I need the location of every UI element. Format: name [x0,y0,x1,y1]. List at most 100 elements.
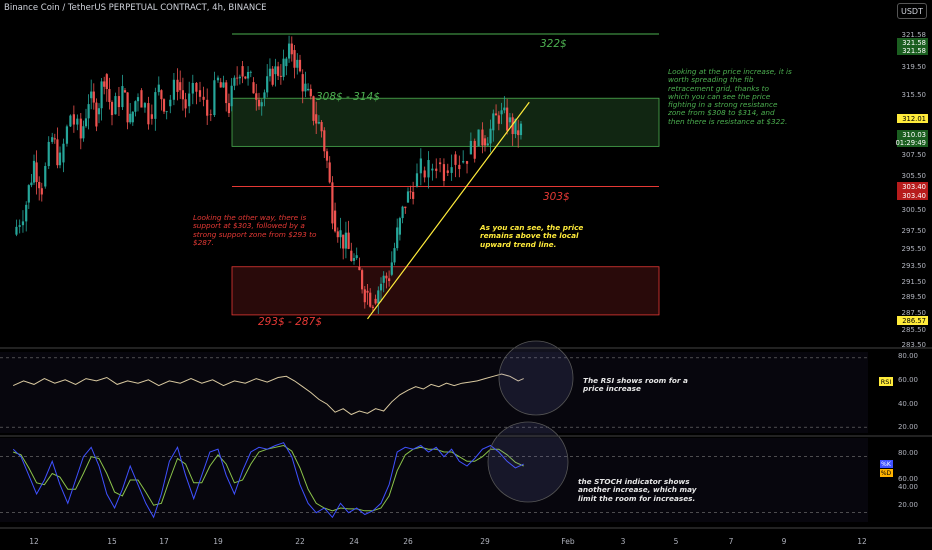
candle-body [263,92,266,99]
candle-body [317,122,320,124]
price-badge-label: 310.03 [902,131,926,139]
candle-body [385,275,388,279]
candle-body [103,81,106,87]
candle-body [18,225,21,227]
candle-body [404,206,407,209]
candle-body [508,117,511,123]
candle-body [244,76,247,79]
stoch-d-label: %D [881,470,892,477]
candle-body [506,107,509,131]
candle-body [56,139,59,166]
candle-body [176,79,179,92]
price-tick: 307.50 [902,151,927,159]
candle-body [366,290,369,293]
currency-button[interactable]: USDT [897,3,927,19]
candle-body [131,111,134,123]
time-tick: 12 [857,537,867,546]
candle-body [87,104,90,119]
candle-body [517,130,520,136]
candle-body [38,182,41,189]
candle-body [458,164,461,170]
price-badge [897,38,928,47]
candle-body [21,221,25,226]
candle-body [222,82,225,88]
candle-body [252,82,255,94]
candle-body [110,102,114,116]
candle-body [374,298,377,304]
zones-layer [231,97,660,316]
candle-body [202,96,205,100]
candle-body [406,191,410,203]
candle-body [296,59,299,68]
candle-body [312,96,315,121]
candle-body [355,255,358,259]
rsi-tick: 20.00 [898,423,918,431]
candle-body [126,92,129,123]
candle-body [35,162,38,183]
candle-body [431,168,434,171]
time-tick: 7 [729,537,734,546]
price-tick: 285.50 [902,326,927,334]
time-tick: 12 [29,537,39,546]
candle-body [369,292,372,307]
rsi-pane [0,340,868,433]
candle-body [304,83,307,92]
candle-body [90,91,93,99]
price-tick: 315.50 [902,91,927,99]
candle-body [123,90,127,93]
candle-body [257,99,261,107]
candle-body [514,118,517,135]
candle-body [213,80,216,116]
candle-body [519,123,523,136]
candle-body [277,66,280,76]
candle-body [121,86,124,108]
candle-body [44,166,47,187]
candle-body [423,170,426,178]
candle-body [401,206,404,219]
candle-body [92,91,95,103]
candle-body [325,151,329,161]
candle-body [382,275,385,283]
level-303-label: 303$ [543,191,570,203]
rsi-highlight-circle [498,340,574,416]
resistance-zone [231,97,660,147]
stoch-tick: 80.00 [898,449,918,457]
candle-body [191,82,194,94]
time-tick: 24 [349,537,359,546]
candle-body [195,82,198,92]
price-tick: 319.50 [902,63,927,71]
candle-body [25,204,28,222]
candle-body [165,111,168,113]
candle-body [438,162,442,165]
note-stoch: the STOCH indicator shows another increa… [578,477,697,503]
candle-body [150,114,153,119]
candle-body [454,154,457,165]
price-badge-label: 321.58 [902,39,926,47]
candle-body [140,90,143,108]
candle-body [450,167,453,173]
candle-body [419,158,422,174]
time-tick: 5 [674,537,679,546]
rsi-tick: 80.00 [898,352,918,360]
candle-body [494,113,498,116]
price-badge [897,46,928,55]
candle-body [352,258,356,261]
candle-body [51,137,54,142]
candle-body [154,92,157,119]
stoch-highlight-circle [487,421,569,503]
candle-body [328,162,331,183]
candle-body [188,93,191,107]
candle-body [361,270,364,290]
candle-body [268,68,272,77]
candle-body [179,82,182,91]
price-badge-label: 312.01 [902,115,926,123]
support-zone [231,266,660,316]
candle-body [184,99,187,109]
candle-body [84,118,88,127]
stoch-tick: 20.00 [898,501,918,509]
note-trendline: As you can see, the price remains above … [480,223,584,249]
candle-body [409,191,412,193]
candle-body [336,231,339,238]
candle-body [442,164,446,181]
